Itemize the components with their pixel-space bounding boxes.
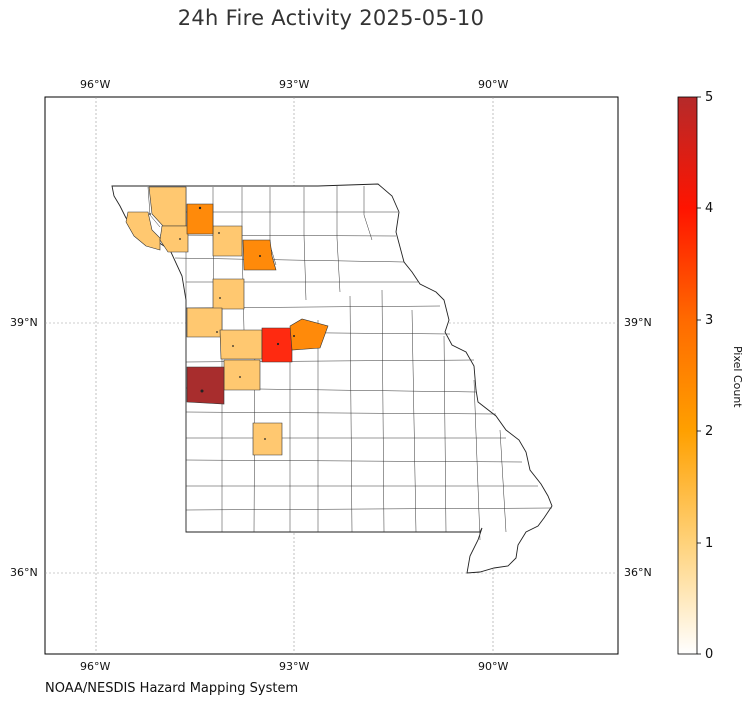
lon-tick-bottom-96w: 96°W: [80, 660, 111, 673]
lat-tick-left-36n: 36°N: [10, 566, 38, 579]
colorbar-tick-3: 3: [705, 313, 714, 328]
fire-point: [264, 438, 266, 440]
lat-tick-right-39n: 39°N: [624, 316, 652, 329]
lon-tick-bottom-90w: 90°W: [478, 660, 509, 673]
fire-point: [276, 342, 280, 346]
colorbar-tick-0: 0: [705, 647, 714, 662]
county-caldwell: [242, 239, 277, 271]
fire-point: [216, 331, 218, 333]
lon-tick-top-93w: 93°W: [279, 78, 310, 91]
county-dade: [252, 422, 283, 456]
fire-point: [293, 335, 295, 337]
fire-detection-points: [149, 206, 295, 440]
county-atchison: [125, 211, 161, 251]
fire-point: [200, 389, 204, 393]
fire-point: [179, 238, 181, 240]
fire-point: [149, 213, 151, 215]
colorbar-title: Pixel Count: [731, 346, 744, 408]
fire-counties-layer: [125, 186, 329, 456]
fire-point: [259, 255, 261, 257]
county-henry: [223, 359, 261, 391]
county-bates: [186, 366, 225, 405]
colorbar-tick-5: 5: [705, 90, 714, 105]
fire-point: [239, 376, 241, 378]
lon-tick-bottom-93w: 93°W: [279, 660, 310, 673]
data-source-credit: NOAA/NESDIS Hazard Mapping System: [45, 681, 299, 696]
lat-tick-right-36n: 36°N: [624, 566, 652, 579]
colorbar-tick-4: 4: [705, 201, 714, 216]
county-cooper: [289, 318, 329, 351]
county-andrew: [159, 225, 189, 253]
colorbar-tick-2: 2: [705, 424, 714, 439]
colorbar-tick-1: 1: [705, 536, 714, 551]
lat-tick-left-39n: 39°N: [10, 316, 38, 329]
fire-point: [218, 232, 220, 234]
county-pettis: [261, 327, 293, 363]
county-johnson: [219, 329, 263, 360]
lon-tick-top-90w: 90°W: [478, 78, 509, 91]
colorbar-ticks: [697, 96, 701, 655]
lon-tick-top-96w: 96°W: [80, 78, 111, 91]
county-clinton: [212, 278, 245, 310]
county-dekalb: [212, 225, 243, 257]
map-title: 24h Fire Activity 2025-05-10: [177, 6, 485, 30]
county-gentry: [186, 203, 214, 235]
fire-point: [232, 345, 234, 347]
fire-point: [198, 206, 202, 210]
colorbar: [677, 96, 698, 655]
fire-point: [219, 297, 221, 299]
